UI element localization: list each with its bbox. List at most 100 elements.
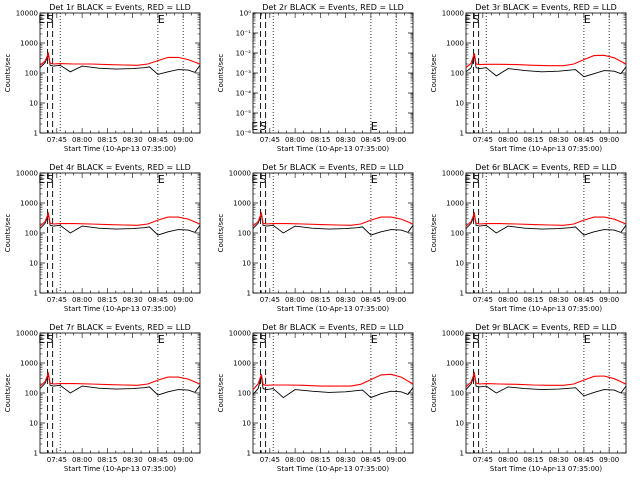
plot-frame [252, 332, 414, 454]
lld-series-line [465, 211, 627, 227]
y-tick-label: 1 [460, 290, 464, 298]
y-tick-label: 10⁻¹ [236, 30, 252, 38]
event-label-E: E [584, 13, 591, 26]
y-tick-label: 100 [238, 230, 251, 238]
x-tick-label: 08:15 [523, 136, 543, 144]
x-tick-label: 08:30 [336, 136, 356, 144]
x-tick-label: 07:45 [47, 456, 67, 464]
detector-panel: Det 3r BLACK = Events, RED = LLD 1 10 100 10… [430, 3, 627, 153]
y-tick-label: 1 [247, 450, 251, 458]
panel-title: Det 5r BLACK = Events, RED = LLD [262, 163, 404, 172]
y-tick-label: 10 [242, 260, 251, 268]
x-tick-label: 08:45 [361, 456, 381, 464]
plot-frame [39, 332, 201, 454]
y-axis-label: Counts/sec [217, 54, 225, 93]
y-tick-label: 1 [460, 130, 464, 138]
events-series-line [465, 374, 627, 397]
x-tick-label: 09:00 [173, 136, 193, 144]
x-tick-label: 08:30 [549, 136, 569, 144]
x-tick-label: 09:00 [386, 456, 406, 464]
panel-title: Det 1r BLACK = Events, RED = LLD [49, 3, 191, 12]
lld-series-line [252, 211, 414, 227]
event-label-S: S [47, 173, 54, 186]
y-tick-label: 1000 [20, 360, 38, 368]
plot-frame [465, 12, 627, 134]
detector-panel: Det 1r BLACK = Events, RED = LLD 1 10 100 10… [4, 3, 201, 153]
events-series-line [252, 376, 414, 399]
y-tick-label: 10000 [229, 170, 251, 178]
x-tick-label: 08:45 [361, 296, 381, 304]
x-tick-label: 08:15 [310, 136, 330, 144]
panel-title: Det 9r BLACK = Events, RED = LLD [475, 323, 617, 332]
x-tick-label: 08:30 [336, 456, 356, 464]
x-tick-label: 07:45 [260, 136, 280, 144]
event-label-E: E [38, 333, 45, 346]
x-tick-label: 08:45 [361, 136, 381, 144]
event-label-E: E [584, 333, 591, 346]
y-tick-label: 10 [242, 420, 251, 428]
event-label-E: E [464, 173, 471, 186]
x-tick-label: 09:00 [386, 136, 406, 144]
x-tick-label: 07:45 [260, 296, 280, 304]
detector-panel: Det 7r BLACK = Events, RED = LLD 1 10 100 10… [4, 323, 201, 473]
y-tick-label: 100 [25, 390, 38, 398]
event-label-E: E [371, 120, 378, 133]
y-tick-label: 100 [25, 230, 38, 238]
events-series-line [39, 53, 201, 75]
y-tick-label: 1000 [233, 200, 251, 208]
lld-series-line [39, 211, 201, 227]
event-label-S: S [47, 333, 54, 346]
event-label-E: E [38, 13, 45, 26]
x-tick-label: 07:45 [473, 136, 493, 144]
detector-panel: Det 8r BLACK = Events, RED = LLD 1 10 100 10… [217, 323, 414, 473]
y-tick-label: 10⁻² [236, 50, 252, 58]
x-tick-label: 09:00 [386, 296, 406, 304]
panel-title: Det 7r BLACK = Events, RED = LLD [49, 323, 191, 332]
x-tick-label: 08:45 [574, 296, 594, 304]
y-axis-label: Counts/sec [430, 214, 438, 253]
panel-title: Det 8r BLACK = Events, RED = LLD [262, 323, 404, 332]
detector-panel: Det 5r BLACK = Events, RED = LLD 1 10 100 10… [217, 163, 414, 313]
lld-series-line [465, 370, 627, 388]
x-tick-label: 07:45 [473, 456, 493, 464]
x-tick-label: 09:00 [599, 296, 619, 304]
plot-frame [465, 332, 627, 454]
x-axis-label: Start Time (10-Apr-13 07:35:00) [490, 465, 602, 473]
y-axis-label: Counts/sec [430, 374, 438, 413]
x-tick-label: 07:45 [260, 456, 280, 464]
y-tick-label: 100 [25, 70, 38, 78]
event-label-E: E [251, 120, 258, 133]
detector-panel: Det 4r BLACK = Events, RED = LLD 1 10 100 10… [4, 163, 201, 313]
y-tick-label: 10⁻⁴ [236, 90, 252, 98]
y-axis-label: Counts/sec [430, 54, 438, 93]
event-label-E: E [464, 13, 471, 26]
x-axis-label: Start Time (10-Apr-13 07:35:00) [490, 145, 602, 153]
x-tick-label: 08:00 [498, 456, 518, 464]
plot-frame [252, 12, 414, 134]
plot-frame [39, 172, 201, 294]
y-tick-label: 1000 [20, 40, 38, 48]
y-tick-label: 10 [455, 420, 464, 428]
x-tick-label: 08:00 [72, 136, 92, 144]
x-tick-label: 08:15 [310, 456, 330, 464]
detector-panel: Det 6r BLACK = Events, RED = LLD 1 10 100 10… [430, 163, 627, 313]
event-label-S: S [47, 13, 54, 26]
x-tick-label: 08:15 [97, 296, 117, 304]
y-tick-label: 10 [29, 260, 38, 268]
y-tick-label: 10000 [442, 330, 464, 338]
event-label-E: E [584, 173, 591, 186]
event-label-E: E [251, 333, 258, 346]
y-tick-label: 1000 [446, 40, 464, 48]
panel-title: Det 4r BLACK = Events, RED = LLD [49, 163, 191, 172]
x-tick-label: 08:15 [97, 136, 117, 144]
y-tick-label: 1000 [446, 360, 464, 368]
event-label-E: E [371, 333, 378, 346]
x-tick-label: 08:15 [523, 456, 543, 464]
x-tick-label: 08:00 [72, 456, 92, 464]
x-tick-label: 08:00 [285, 296, 305, 304]
event-label-E: E [158, 13, 165, 26]
x-tick-label: 08:45 [148, 136, 168, 144]
event-label-E: E [158, 333, 165, 346]
detector-panel: Det 2r BLACK = Events, RED = LLD 10⁰ 10⁻¹ 1… [217, 3, 414, 153]
